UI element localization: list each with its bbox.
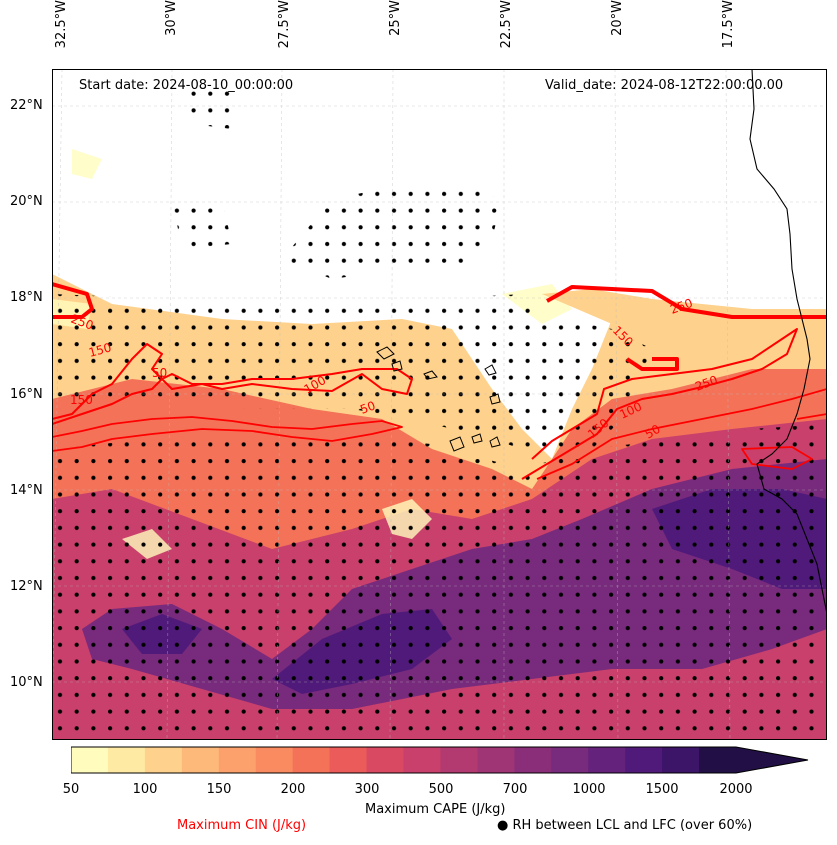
colorbar-swatches <box>71 746 809 774</box>
colorbar-swatch <box>551 747 589 773</box>
colorbar-swatch <box>625 747 663 773</box>
cape-colorbar <box>71 746 809 774</box>
rh-dots <box>52 89 827 740</box>
colorbar-swatch <box>181 747 220 773</box>
colorbar-swatch <box>71 747 109 773</box>
colorbar-swatch <box>107 747 146 773</box>
colorbar-extend-arrow <box>736 747 808 773</box>
colorbar-tick: 150 <box>206 782 232 797</box>
colorbar-swatch <box>218 747 257 773</box>
cape-map: 250 150 50 100 150 50 150 250 150 50 100… <box>52 69 827 740</box>
lat-label: 16°N <box>10 387 43 402</box>
colorbar-swatch <box>144 747 183 773</box>
colorbar-tick: 700 <box>502 782 528 797</box>
colorbar-swatch <box>588 747 626 773</box>
colorbar-tick: 200 <box>280 782 306 797</box>
lon-label: 22.5°W <box>499 0 514 49</box>
lon-label: 20°W <box>610 0 625 36</box>
lat-label: 18°N <box>10 290 43 305</box>
colorbar-swatch <box>292 747 331 773</box>
cin-label: 150 <box>87 340 113 359</box>
cin-contour-250-east <box>546 285 827 371</box>
colorbar-outline <box>71 746 809 774</box>
lat-label: 14°N <box>10 483 43 498</box>
cin-label: 50 <box>152 366 167 380</box>
cin-legend-label: Maximum CIN (J/kg) <box>177 818 307 833</box>
colorbar-swatch <box>477 747 515 773</box>
colorbar-tick: 50 <box>62 782 80 797</box>
colorbar-tick: 1000 <box>572 782 606 797</box>
lon-label: 25°W <box>388 0 403 36</box>
colorbar-swatch <box>662 747 700 773</box>
lon-label: 32.5°W <box>54 0 69 49</box>
colorbar-swatch <box>514 747 552 773</box>
colorbar-label: Maximum CAPE (J/kg) <box>365 802 506 817</box>
rh-legend-label: ● RH between LCL and LFC (over 60%) <box>497 818 753 833</box>
lon-label: 27.5°W <box>277 0 292 49</box>
cin-label: 50 <box>643 422 663 442</box>
colorbar-swatch <box>699 747 737 773</box>
colorbar-tick: 1500 <box>645 782 679 797</box>
cin-contour-150-west <box>52 343 413 425</box>
lat-label: 12°N <box>10 579 43 594</box>
lon-label: 17.5°W <box>721 0 736 49</box>
cin-contour-150-east <box>521 328 798 480</box>
cin-contour-250-west <box>52 282 94 319</box>
lon-label: 30°W <box>164 0 179 36</box>
cape-patch-north <box>542 289 827 344</box>
colorbar-tick: 100 <box>132 782 158 797</box>
lat-label: 10°N <box>10 675 43 690</box>
start-date: Start date: 2024-08-10_00:00:00 <box>79 78 294 93</box>
colorbar-swatch <box>329 747 368 773</box>
colorbar-swatch <box>403 747 441 773</box>
cin-label: 150 <box>70 393 93 407</box>
cin-label: 50 <box>358 398 377 416</box>
colorbar-swatch <box>255 747 294 773</box>
cin-contours <box>52 282 827 480</box>
colorbar-swatch <box>440 747 478 773</box>
cin-contour-50-west <box>52 416 403 452</box>
valid-date: Valid_date: 2024-08-12T22:00:00.00 <box>545 78 784 93</box>
graticule <box>52 69 827 740</box>
colorbar-tick: 300 <box>354 782 380 797</box>
lat-label: 22°N <box>10 98 43 113</box>
colorbar-swatch <box>366 747 404 773</box>
lat-label: 20°N <box>10 194 43 209</box>
colorbar-tick: 500 <box>428 782 454 797</box>
cape-verde-islands <box>376 346 501 452</box>
coastline <box>749 69 827 615</box>
cin-contour-50-east <box>536 388 827 480</box>
colorbar-tick: 2000 <box>719 782 753 797</box>
